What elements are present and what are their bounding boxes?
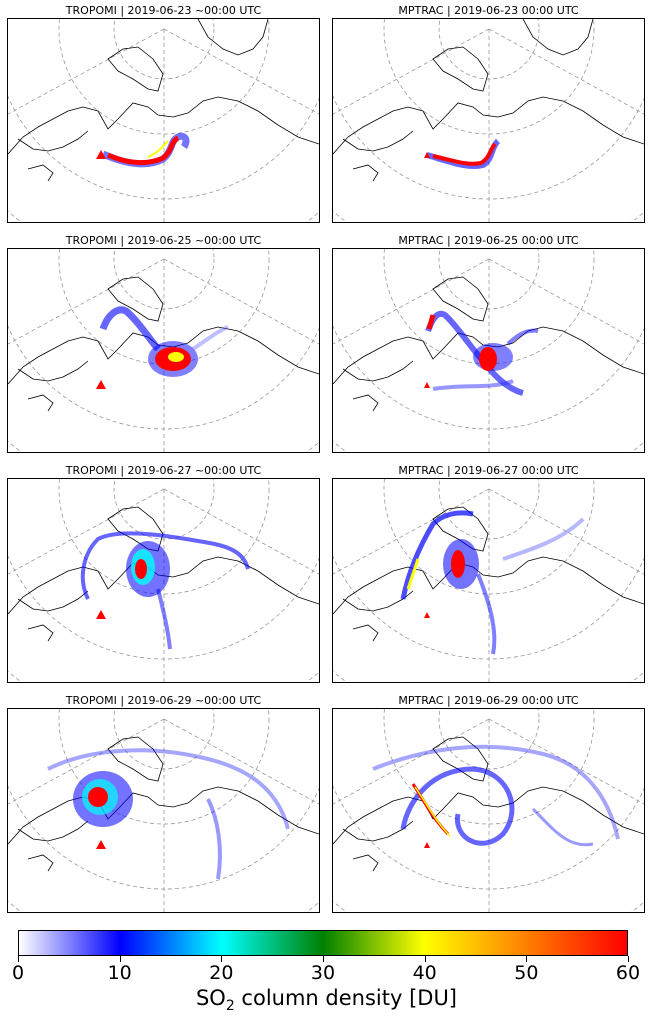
coastlines bbox=[333, 19, 644, 182]
volcano-marker bbox=[96, 380, 106, 389]
colorbar-tick-label: 40 bbox=[412, 962, 437, 984]
panel-title-tropomi-0627: TROPOMI | 2019-06-27 ~00:00 UTC bbox=[65, 464, 262, 477]
coastlines bbox=[8, 19, 319, 182]
so2-plume bbox=[425, 310, 539, 396]
so2-plume bbox=[101, 132, 190, 168]
panel-title-tropomi-0625: TROPOMI | 2019-06-25 ~00:00 UTC bbox=[65, 234, 262, 247]
map-panel-tropomi-0627 bbox=[7, 478, 320, 683]
graticule bbox=[333, 709, 644, 912]
map-panel-tropomi-0629 bbox=[7, 708, 320, 913]
coastlines bbox=[333, 506, 644, 642]
map-panel-mptrac-0629 bbox=[332, 708, 645, 913]
panel-title-tropomi-0629: TROPOMI | 2019-06-29 ~00:00 UTC bbox=[65, 694, 262, 707]
graticule bbox=[333, 19, 644, 222]
so2-plume bbox=[80, 531, 250, 650]
coastlines bbox=[8, 736, 319, 872]
volcano-marker bbox=[96, 610, 106, 619]
coastlines bbox=[333, 736, 644, 872]
panel-title-mptrac-0627: MPTRAC | 2019-06-27 00:00 UTC bbox=[398, 464, 579, 477]
colorbar-label-subscript: 2 bbox=[225, 998, 235, 1015]
so2-plume bbox=[99, 306, 229, 377]
colorbar bbox=[18, 930, 628, 956]
graticule bbox=[8, 709, 319, 912]
so2-plume bbox=[372, 744, 620, 847]
panel-title-mptrac-0623: MPTRAC | 2019-06-23 00:00 UTC bbox=[398, 4, 579, 17]
colorbar-tick-label: 20 bbox=[209, 962, 234, 984]
colorbar-label-prefix: SO bbox=[195, 986, 226, 1010]
so2-plume bbox=[47, 748, 290, 880]
volcano-marker bbox=[96, 840, 106, 849]
map-panel-tropomi-0625 bbox=[7, 248, 320, 453]
map-panel-mptrac-0623 bbox=[332, 18, 645, 223]
coastlines bbox=[333, 276, 644, 412]
panel-title-mptrac-0629: MPTRAC | 2019-06-29 00:00 UTC bbox=[398, 694, 579, 707]
map-panel-tropomi-0623 bbox=[7, 18, 320, 223]
so2-plume bbox=[400, 510, 585, 655]
volcano-marker bbox=[424, 612, 430, 618]
colorbar-tick-mark bbox=[323, 956, 324, 962]
map-panel-mptrac-0627 bbox=[332, 478, 645, 683]
panel-title-tropomi-0623: TROPOMI | 2019-06-23 ~00:00 UTC bbox=[65, 4, 262, 17]
map-panel-mptrac-0625 bbox=[332, 248, 645, 453]
graticule bbox=[8, 479, 319, 682]
panel-title-mptrac-0625: MPTRAC | 2019-06-25 00:00 UTC bbox=[398, 234, 579, 247]
so2-plume bbox=[426, 138, 501, 169]
colorbar-label: SO2 column density [DU] bbox=[0, 986, 653, 1014]
graticule bbox=[8, 19, 319, 222]
volcano-marker bbox=[424, 382, 430, 388]
colorbar-tick-mark bbox=[18, 956, 19, 962]
colorbar-tick-mark bbox=[221, 956, 223, 962]
volcano-marker bbox=[424, 842, 430, 848]
colorbar-gradient bbox=[18, 930, 628, 956]
volcano-marker bbox=[96, 150, 106, 159]
colorbar-tick-mark bbox=[424, 956, 426, 962]
colorbar-tick-mark bbox=[526, 956, 528, 962]
colorbar-tick-label: 50 bbox=[514, 962, 539, 984]
colorbar-tick-mark bbox=[119, 956, 121, 962]
colorbar-tick-label: 0 bbox=[11, 962, 25, 984]
volcano-marker bbox=[424, 152, 430, 158]
colorbar-label-suffix: column density [DU] bbox=[234, 986, 458, 1010]
colorbar-tick-label: 10 bbox=[107, 962, 132, 984]
colorbar-tick-label: 30 bbox=[310, 962, 336, 984]
colorbar-tick-mark bbox=[628, 956, 629, 962]
graticule bbox=[333, 479, 644, 682]
colorbar-tick-label: 60 bbox=[615, 962, 641, 984]
